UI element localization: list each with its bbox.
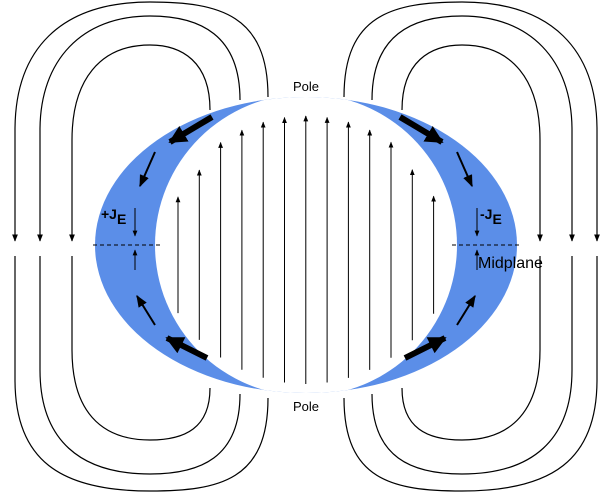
field-line xyxy=(14,256,269,492)
field-lines-left xyxy=(12,1,269,492)
field-line xyxy=(37,15,241,242)
field-line xyxy=(71,256,211,441)
current-arrow-thick xyxy=(168,114,214,145)
current-label: -JE xyxy=(480,206,502,227)
current-label: +JE xyxy=(101,206,126,227)
field-line xyxy=(39,256,241,475)
midplane-label: Midplane xyxy=(478,255,543,272)
current-arrow-thick xyxy=(165,335,209,361)
current-arrow xyxy=(136,294,156,326)
field-line xyxy=(12,1,269,242)
pole-label: Pole xyxy=(293,79,319,94)
field-line xyxy=(69,44,211,242)
current-arrow xyxy=(139,151,156,188)
vertical-field xyxy=(175,115,437,384)
pole-label: Pole xyxy=(293,399,319,414)
